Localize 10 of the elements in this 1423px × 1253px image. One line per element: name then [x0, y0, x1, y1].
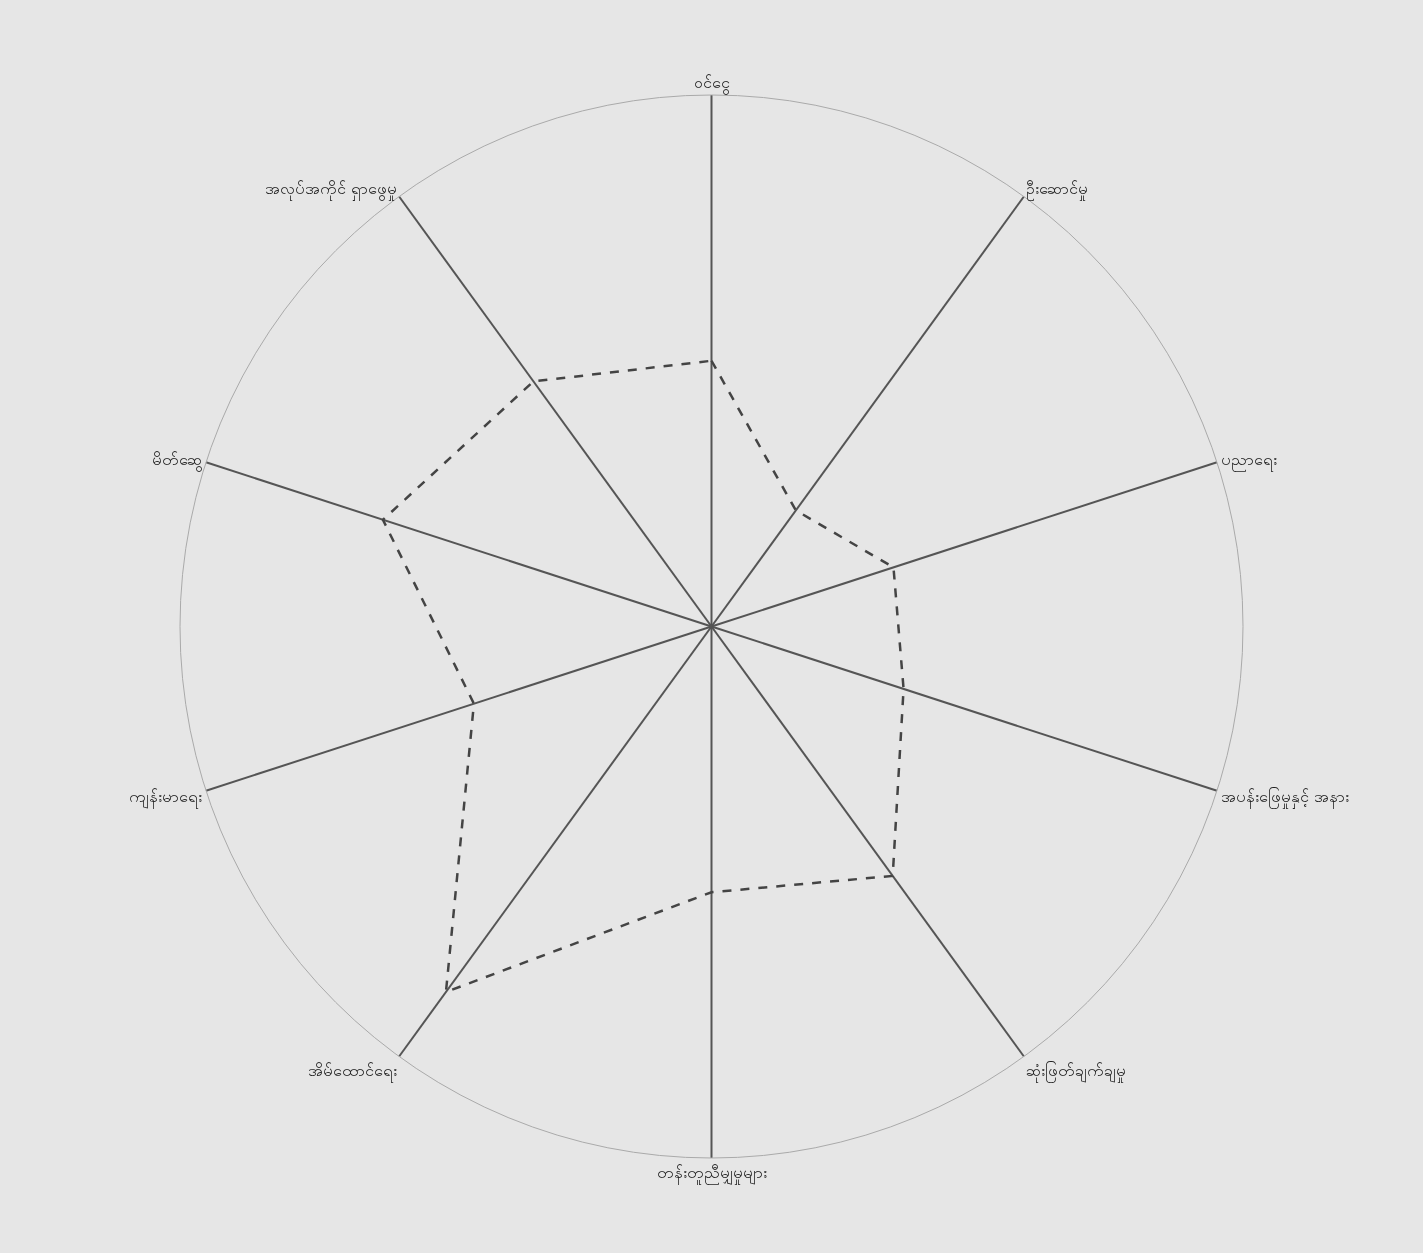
spoke-label: ဦးဆောင်မှု — [1026, 179, 1089, 202]
spoke-label: ကျန်းမာရေး — [129, 787, 203, 810]
spoke-label: ဆုံးဖြတ်ချက်ချမှု — [1026, 1060, 1127, 1083]
spoke-label: ပညာရေး — [1220, 450, 1277, 473]
spoke-label: အပန်းဖြေမှုနှင့် အနား — [1220, 787, 1349, 810]
spoke-label: အိမ်ထောင်ရေး — [307, 1060, 397, 1083]
spoke-label: တန်းတူညီမျှမှုများ — [656, 1162, 767, 1185]
spoke-label: မိတ်ဆွေ — [152, 450, 203, 473]
spoke-label: ဝင်ငွေ — [693, 73, 730, 96]
spoke-label: အလုပ်အကိုင် ရှာဖွေမှု — [264, 179, 397, 202]
